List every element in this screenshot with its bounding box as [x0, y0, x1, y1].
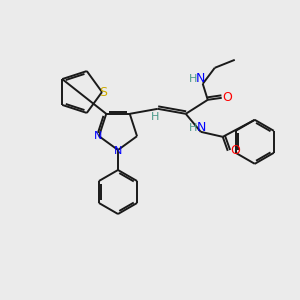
Text: N: N [94, 131, 102, 141]
Text: N: N [196, 72, 206, 85]
Text: S: S [99, 85, 107, 98]
Text: O: O [222, 91, 232, 104]
Text: N: N [197, 121, 206, 134]
Text: O: O [230, 144, 240, 157]
Text: H: H [151, 112, 159, 122]
Text: N: N [114, 146, 122, 156]
Text: H: H [189, 123, 197, 133]
Text: H: H [189, 74, 197, 84]
